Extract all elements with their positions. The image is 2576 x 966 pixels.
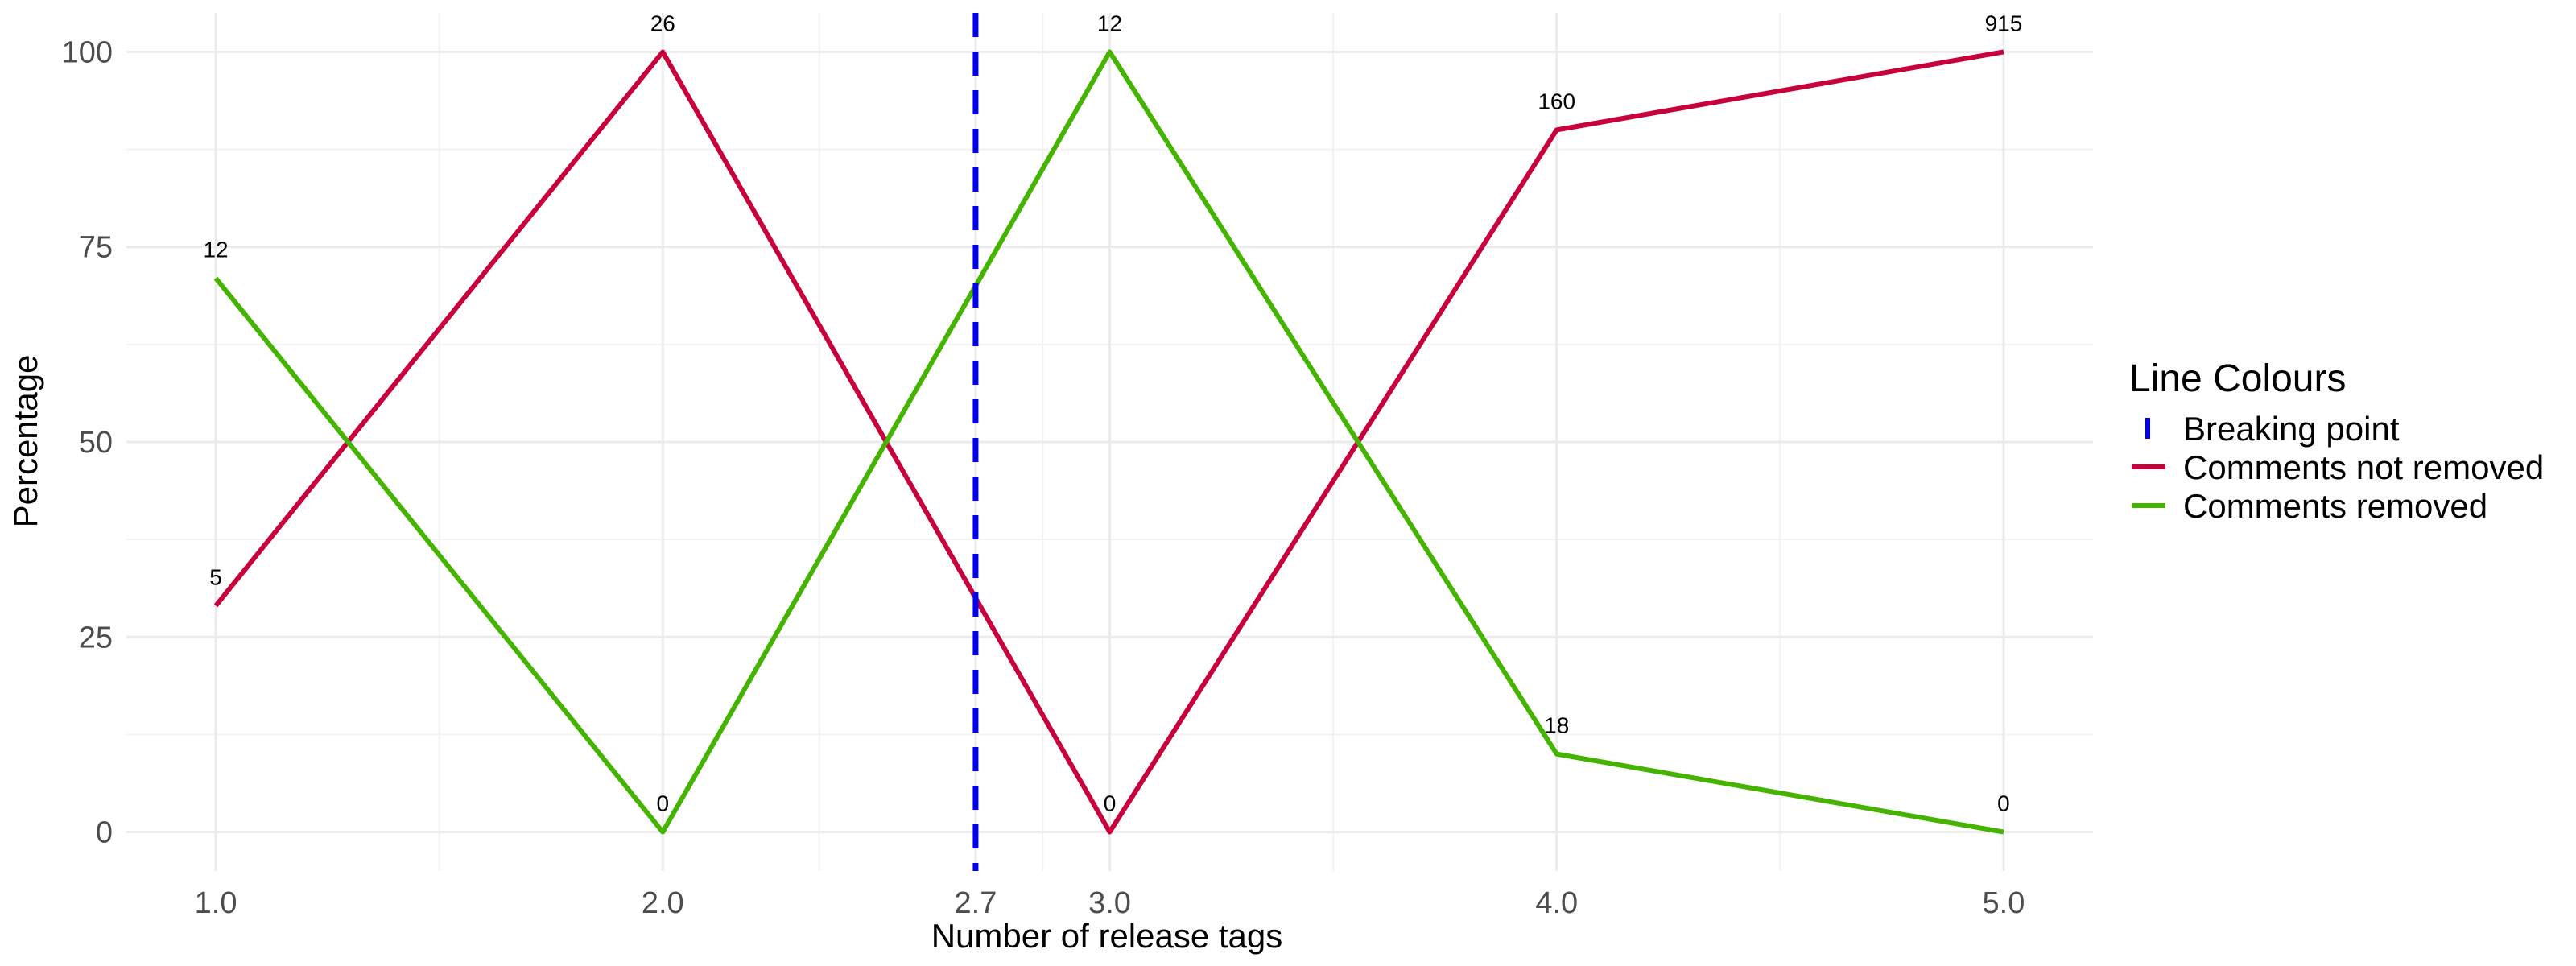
data-labels: 5 26 0 160 915 12 0 12 18 0 [203, 10, 2022, 815]
y-tick-label: 0 [96, 816, 113, 850]
series-line [213, 49, 2004, 835]
x-tick-label: 4.0 [1535, 886, 1578, 920]
x-tick-label: 1.0 [195, 886, 237, 920]
y-tick-label: 100 [62, 35, 113, 69]
data-label: 0 [656, 791, 669, 816]
x-axis-title: Number of release tags [931, 917, 1283, 955]
x-tick-label: 2.7 [955, 886, 997, 920]
legend-title: Line Colours [2129, 357, 2346, 400]
data-label: 0 [1104, 791, 1117, 816]
legend-label: Comments removed [2183, 487, 2487, 525]
legend-label: Comments not removed [2183, 448, 2544, 486]
x-tick-label: 3.0 [1088, 886, 1131, 920]
grid [126, 13, 2093, 871]
legend-label: Breaking point [2183, 410, 2400, 448]
y-axis-title: Percentage [6, 355, 44, 528]
data-label: 5 [209, 565, 222, 590]
data-label: 18 [1544, 713, 1569, 738]
y-tick-label: 25 [79, 621, 113, 654]
x-tick-label: 5.0 [1983, 886, 2025, 920]
data-label: 12 [1097, 10, 1122, 35]
data-label: 26 [650, 10, 675, 35]
data-label: 160 [1538, 89, 1575, 114]
data-label: 915 [1985, 10, 2023, 35]
y-tick-label: 75 [79, 231, 113, 265]
data-label: 0 [1997, 791, 2010, 816]
series-line [213, 49, 2004, 835]
x-tick-label: 2.0 [642, 886, 684, 920]
y-tick-label: 50 [79, 426, 113, 460]
series-lines [213, 49, 2004, 835]
data-label: 12 [203, 237, 228, 262]
